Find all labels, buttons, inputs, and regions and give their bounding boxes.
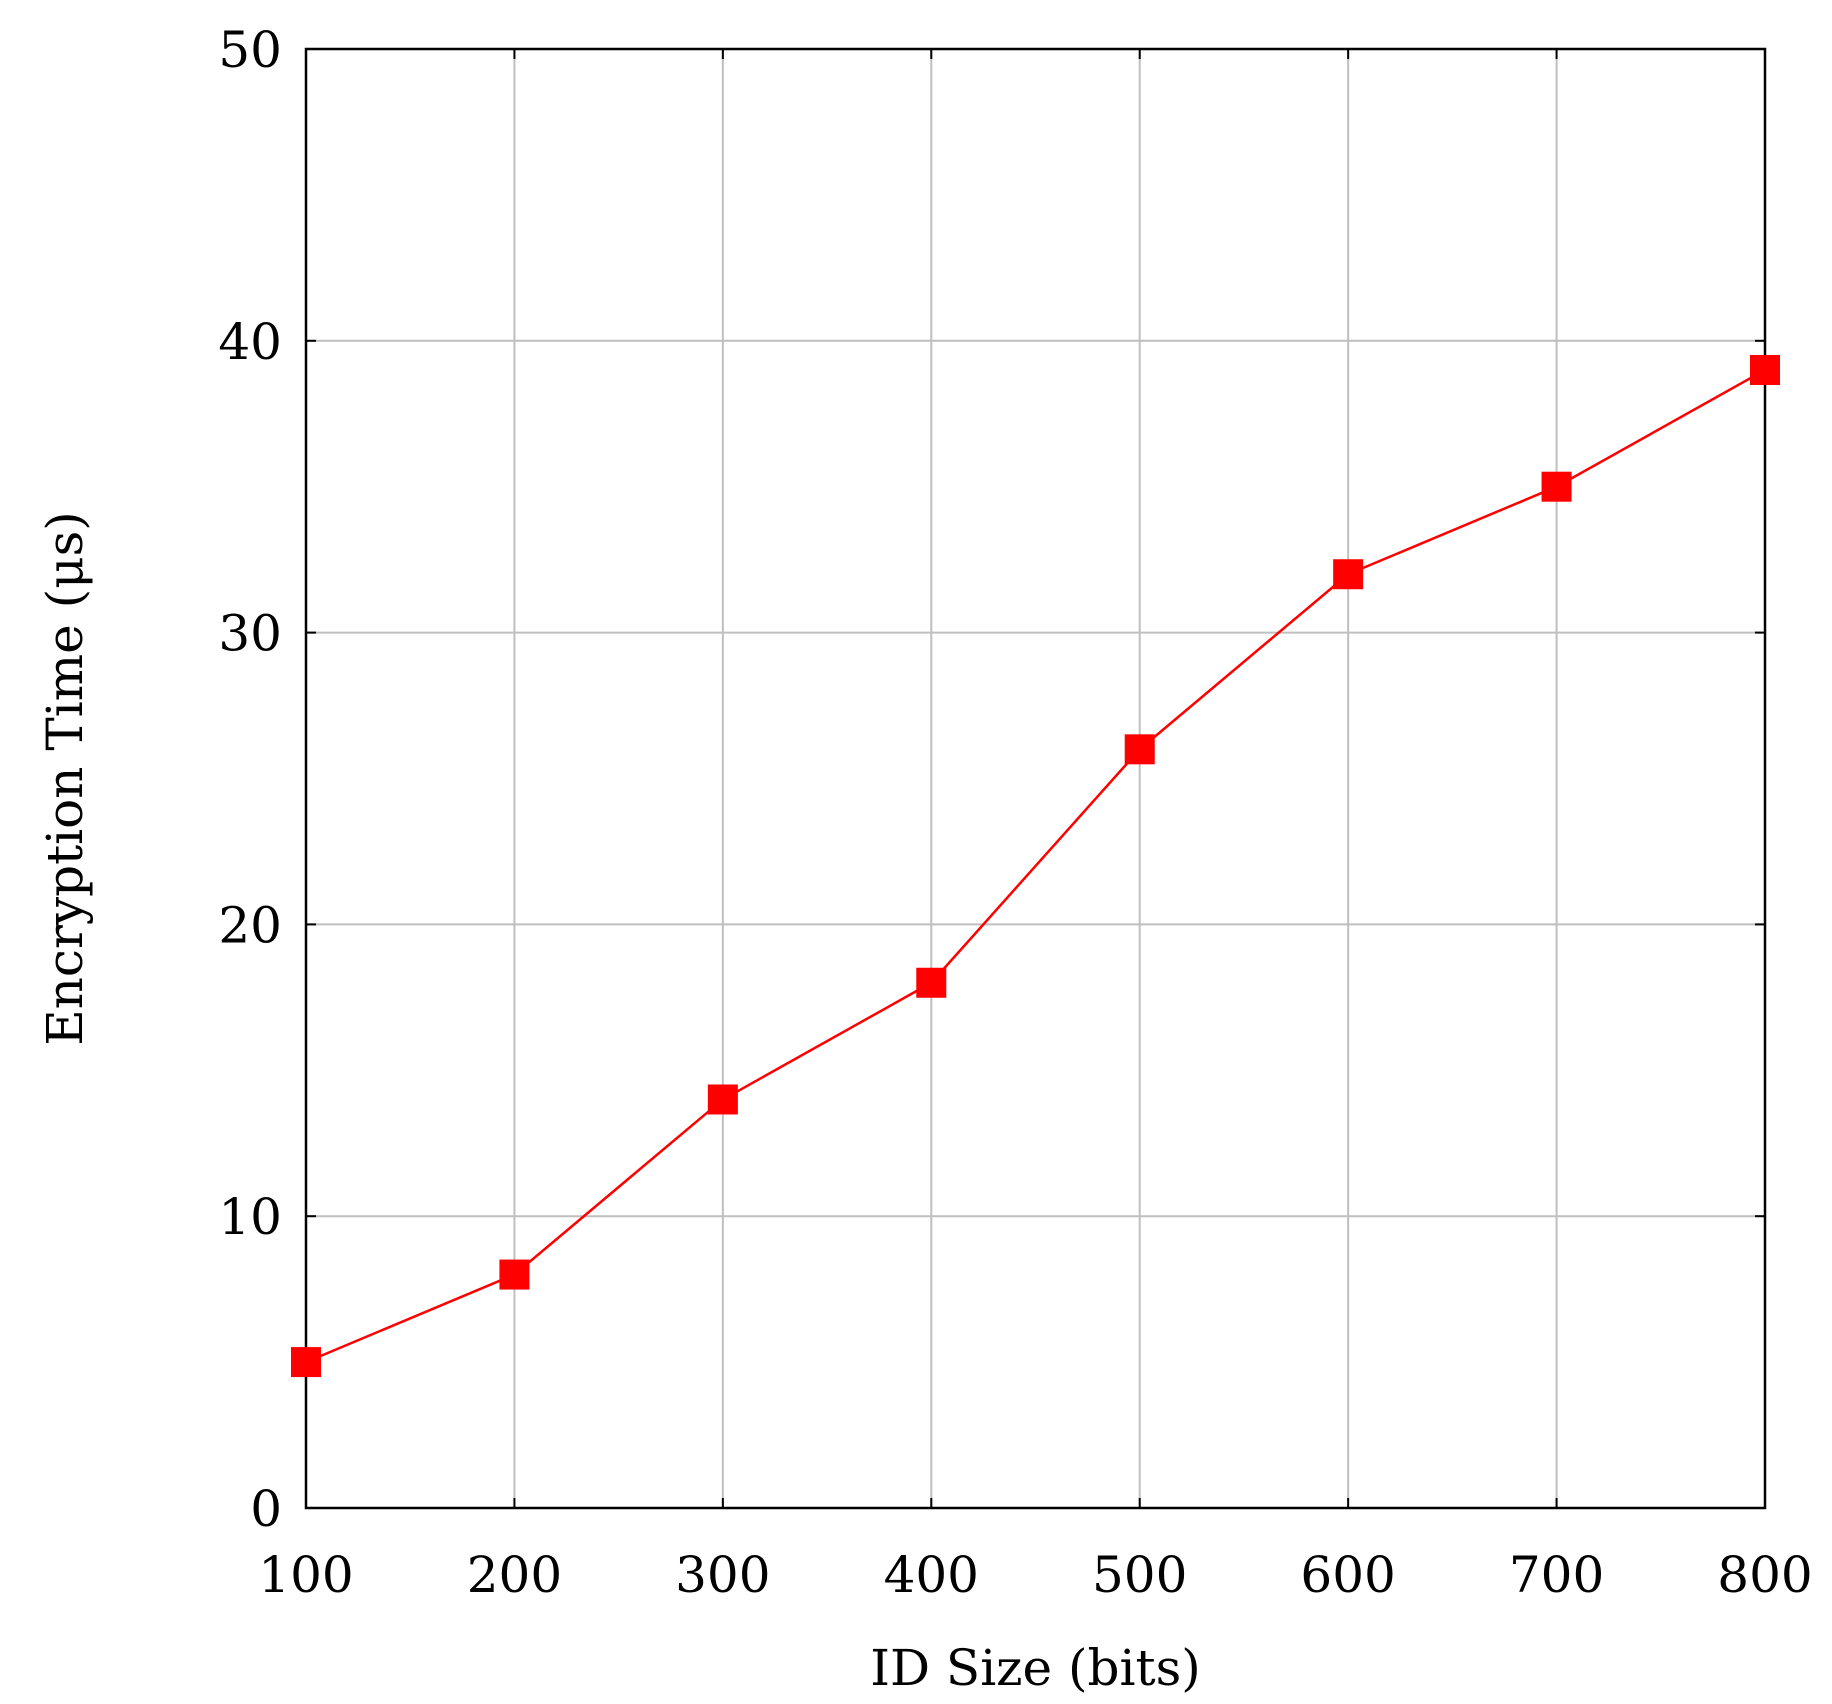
data-point-marker: [291, 1347, 321, 1378]
x-axis-title: ID Size (bits): [870, 1639, 1201, 1697]
y-tick-label: 30: [218, 605, 282, 663]
x-tick-label: 400: [884, 1546, 979, 1604]
y-tick-labels: 0 10 20 30 40 50: [218, 21, 282, 1538]
y-tick-label: 0: [250, 1480, 282, 1538]
data-point-marker: [1124, 734, 1155, 765]
x-tick-label: 100: [258, 1546, 353, 1604]
x-tick-label: 500: [1092, 1546, 1187, 1604]
x-tick-label: 700: [1509, 1546, 1604, 1604]
plot-frame: [304, 47, 1767, 1510]
y-tick-label: 20: [218, 896, 282, 954]
x-tick-label: 300: [675, 1546, 770, 1604]
series-line: [305, 368, 1766, 1364]
axis-ticks: [305, 48, 1766, 1509]
x-tick-label: 600: [1300, 1546, 1395, 1604]
x-tick-labels: 100 200 300 400 500 600 700 800: [258, 1546, 1812, 1604]
y-tick-label: 10: [218, 1188, 282, 1246]
data-point-marker: [1333, 559, 1364, 590]
data-point-marker: [1750, 354, 1780, 385]
data-point-marker: [916, 967, 947, 998]
y-tick-label: 50: [218, 21, 282, 79]
data-point-marker: [707, 1084, 738, 1115]
x-tick-label: 200: [467, 1546, 562, 1604]
y-axis-title: Encryption Time (μs): [36, 511, 94, 1046]
data-point-marker: [1541, 471, 1572, 502]
data-point-marker: [499, 1259, 530, 1290]
y-tick-label: 40: [218, 313, 282, 371]
series-layer: [291, 354, 1780, 1378]
x-tick-label: 800: [1717, 1546, 1812, 1604]
